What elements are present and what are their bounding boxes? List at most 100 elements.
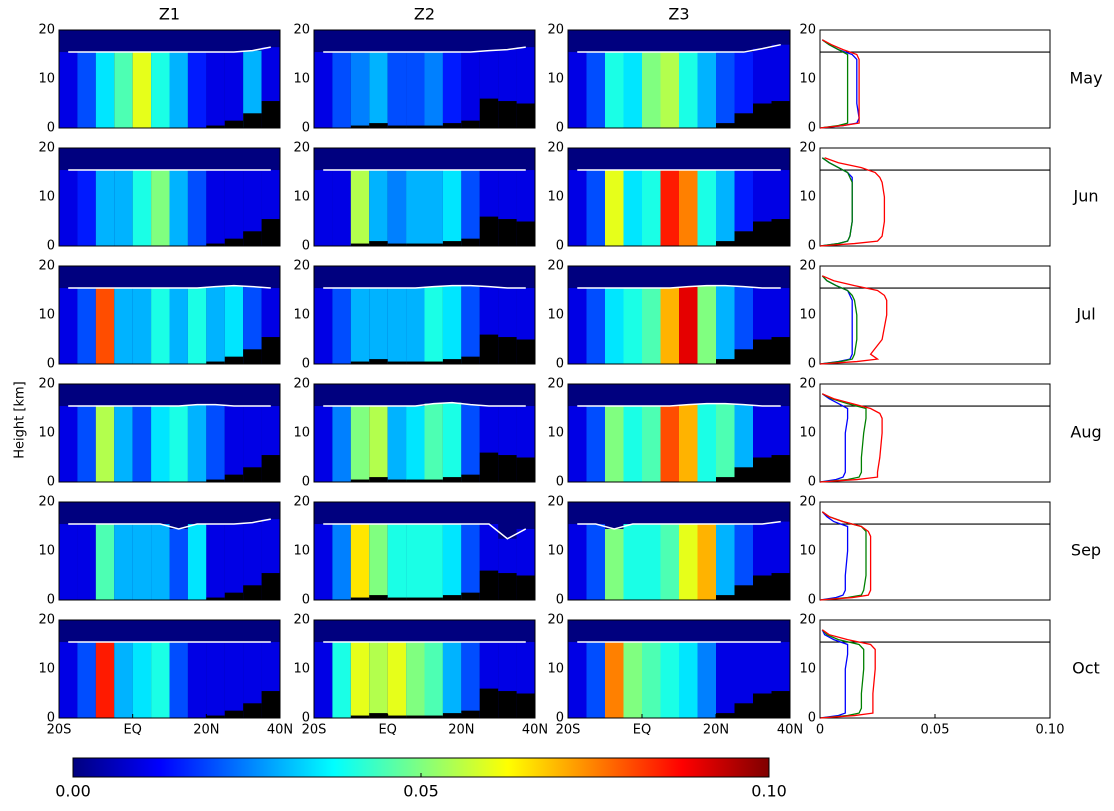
x-tick-label: 20N <box>193 723 219 738</box>
profile-line <box>819 629 865 719</box>
heat-cell <box>243 642 262 718</box>
heat-cell <box>461 524 480 600</box>
y-tick-label: 20 <box>293 141 310 156</box>
y-tick-label: 0 <box>556 475 564 490</box>
heat-cell <box>387 642 407 718</box>
terrain <box>442 477 462 482</box>
heat-cell <box>151 524 170 600</box>
terrain <box>350 479 370 482</box>
heat-cell <box>314 406 333 482</box>
terrain <box>461 238 480 246</box>
terrain <box>516 575 535 600</box>
terrain <box>461 120 480 128</box>
heat-cell <box>169 642 188 718</box>
heat-cell <box>442 642 462 718</box>
terrain <box>498 219 517 246</box>
heat-cell <box>568 288 587 364</box>
terrain <box>442 595 462 600</box>
terrain <box>224 356 244 364</box>
y-tick-label: 10 <box>547 190 564 205</box>
terrain <box>387 479 407 482</box>
y-tick-label: 10 <box>293 190 310 205</box>
profile-line <box>819 393 867 483</box>
y-tick-label: 20 <box>799 495 816 510</box>
heat-cell <box>114 170 133 246</box>
heat-cell <box>151 642 170 718</box>
terrain <box>734 585 753 600</box>
terrain <box>387 597 407 600</box>
heat-cell <box>660 170 679 246</box>
heat-cell <box>568 170 587 246</box>
column-title: Z2 <box>414 5 435 24</box>
terrain <box>753 103 772 128</box>
terrain <box>387 715 407 718</box>
heat-cell <box>151 406 170 482</box>
y-tick-label: 10 <box>547 308 564 323</box>
panel-frame <box>313 147 536 247</box>
tropopause-line <box>68 518 271 530</box>
panel-frame <box>313 265 536 365</box>
heat-cell <box>95 288 115 364</box>
heat-cell <box>568 642 587 718</box>
terrain <box>516 693 535 718</box>
y-tick-label: 10 <box>799 426 816 441</box>
y-tick-label: 20 <box>293 495 310 510</box>
terrain <box>224 710 244 718</box>
heat-cell <box>224 285 244 364</box>
profile-frame <box>819 29 1051 129</box>
heat-cell <box>151 288 170 364</box>
heat-cell <box>406 170 425 246</box>
heat-cell <box>187 170 207 246</box>
tropopause-line <box>323 401 526 407</box>
heat-cell <box>187 524 207 600</box>
tropopause-line <box>577 520 781 530</box>
heat-cell <box>660 642 679 718</box>
heat-cell <box>586 524 605 600</box>
heat-cell <box>716 524 735 600</box>
x-tick-label: 40N <box>522 723 548 738</box>
terrain <box>243 585 262 600</box>
terrain <box>206 125 225 128</box>
profile-frame <box>819 265 1051 365</box>
heat-cell <box>734 170 753 246</box>
heat-cell <box>734 52 753 128</box>
terrain <box>261 455 280 482</box>
tropopause-line <box>68 284 271 289</box>
heat-cell <box>314 524 333 600</box>
heat-cell <box>59 406 78 482</box>
terrain <box>753 693 772 718</box>
x-tick-label: 20N <box>703 723 729 738</box>
heat-cell <box>132 524 152 600</box>
y-tick-label: 0 <box>302 475 310 490</box>
row-label: Aug <box>1070 423 1101 442</box>
heat-cell <box>132 406 152 482</box>
y-tick-label: 0 <box>47 121 55 136</box>
terrain <box>461 474 480 482</box>
heat-cell <box>169 528 188 600</box>
y-tick-label: 0 <box>808 711 816 726</box>
terrain <box>461 710 480 718</box>
terrain <box>350 597 370 600</box>
terrain <box>479 452 499 482</box>
terrain <box>516 339 535 364</box>
heat-cell <box>679 642 698 718</box>
terrain <box>387 125 407 128</box>
heat-cell <box>332 524 351 600</box>
terrain <box>406 125 425 128</box>
tropopause-line <box>577 402 781 407</box>
tropopause-line <box>323 46 526 53</box>
y-tick-label: 20 <box>799 141 816 156</box>
terrain <box>516 103 535 128</box>
heat-cell <box>442 170 462 246</box>
y-tick-label: 10 <box>799 544 816 559</box>
heat-cell <box>332 288 351 364</box>
y-tick-label: 0 <box>47 357 55 372</box>
heat-cell <box>350 170 370 246</box>
heat-cell <box>716 170 735 246</box>
terrain <box>442 713 462 718</box>
terrain <box>771 337 790 364</box>
panel-frame <box>58 147 281 247</box>
heat-cell <box>224 406 244 482</box>
heat-cell <box>424 52 443 128</box>
tropopause-line <box>577 284 781 289</box>
